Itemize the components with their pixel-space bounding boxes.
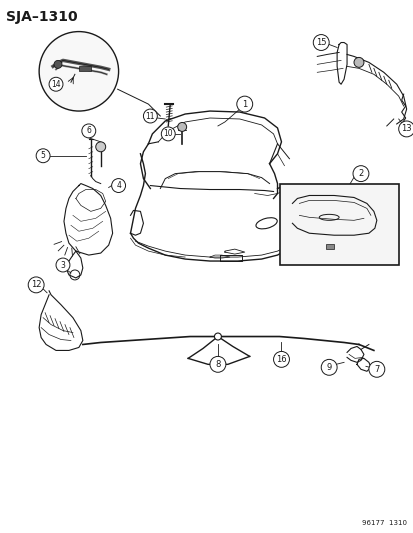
Circle shape <box>352 166 368 182</box>
Text: 10: 10 <box>163 130 173 139</box>
Text: 7: 7 <box>373 365 379 374</box>
Circle shape <box>82 124 95 138</box>
Text: SJA–1310: SJA–1310 <box>6 10 78 24</box>
Text: 9: 9 <box>326 363 331 372</box>
Circle shape <box>112 179 125 192</box>
Circle shape <box>36 149 50 163</box>
Text: 14: 14 <box>51 80 61 88</box>
Text: 2: 2 <box>358 169 363 178</box>
Text: 1: 1 <box>242 100 247 109</box>
Circle shape <box>273 351 289 367</box>
Circle shape <box>54 60 62 68</box>
FancyBboxPatch shape <box>279 183 398 265</box>
Circle shape <box>320 359 336 375</box>
Circle shape <box>143 109 157 123</box>
Circle shape <box>368 361 384 377</box>
Circle shape <box>161 127 175 141</box>
Circle shape <box>236 96 252 112</box>
Text: 11: 11 <box>145 111 155 120</box>
Circle shape <box>49 77 63 91</box>
Circle shape <box>28 277 44 293</box>
Text: 3: 3 <box>60 261 65 270</box>
Circle shape <box>313 35 328 51</box>
Text: 12: 12 <box>31 280 41 289</box>
Circle shape <box>398 121 413 137</box>
FancyBboxPatch shape <box>325 244 333 249</box>
Circle shape <box>214 333 221 340</box>
Text: 15: 15 <box>315 38 326 47</box>
Circle shape <box>353 58 363 67</box>
Circle shape <box>56 258 70 272</box>
Text: 13: 13 <box>400 124 411 133</box>
FancyBboxPatch shape <box>78 66 90 71</box>
Text: 5: 5 <box>40 151 45 160</box>
Circle shape <box>209 357 225 372</box>
Text: 16: 16 <box>275 355 286 364</box>
Text: 4: 4 <box>116 181 121 190</box>
Text: 8: 8 <box>215 360 220 369</box>
Circle shape <box>39 31 118 111</box>
Circle shape <box>177 123 186 132</box>
Text: 96177  1310: 96177 1310 <box>361 520 406 526</box>
Circle shape <box>95 142 105 152</box>
Text: 6: 6 <box>86 126 91 135</box>
